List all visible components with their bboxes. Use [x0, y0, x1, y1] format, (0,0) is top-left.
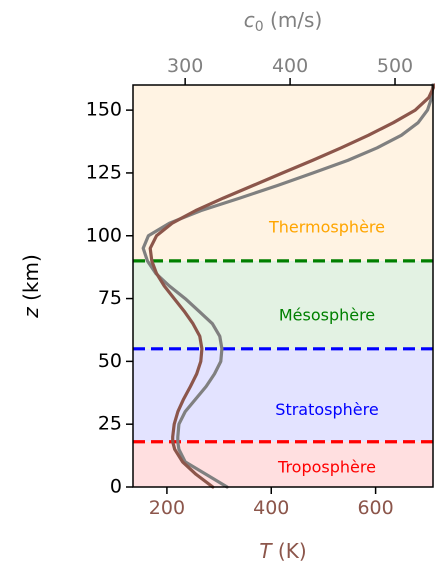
top-axis-unit: (m/s) [264, 8, 323, 32]
layer-label-1: Stratosphère [275, 400, 378, 419]
bottom-axis-unit: (K) [272, 539, 307, 563]
y-axis-title: z (km) [19, 254, 43, 319]
y-tick-label-1: 25 [98, 413, 122, 435]
layer-boundary-lines [133, 259, 433, 444]
top-tick-label-1: 400 [272, 55, 308, 77]
bottom-axis-variable: T [259, 539, 273, 563]
y-tick-label-0: 0 [110, 476, 122, 498]
y-axis-unit: (km) [19, 254, 43, 307]
top-axis-variable: c [244, 8, 255, 32]
top-axis-ticks: 300 400 500 [167, 55, 413, 85]
sound_speed-series-line [141, 83, 435, 489]
bottom-tick-label-0: 200 [149, 497, 185, 519]
bottom-tick-label-1: 400 [253, 497, 289, 519]
bottom-axis-title: T (K) [259, 539, 306, 563]
layer-label-2: Mésosphère [279, 306, 375, 325]
layer-label-3: Thermosphère [268, 218, 385, 237]
bottom-tick-label-2: 600 [357, 497, 393, 519]
top-axis-title: c0 (m/s) [244, 8, 323, 35]
top-axis-subscript: 0 [255, 19, 264, 35]
y-tick-label-4: 100 [86, 224, 122, 246]
top-tick-label-2: 500 [377, 55, 413, 77]
y-axis-ticks: 0 25 50 75 100 125 150 [86, 99, 133, 498]
top-tick-label-0: 300 [167, 55, 203, 77]
y-tick-label-3: 75 [98, 287, 122, 309]
layer-band-1 [133, 348, 433, 442]
profile-lines [141, 83, 435, 489]
atmosphere-layer-bands [133, 85, 433, 487]
layer-band-2 [133, 260, 433, 349]
y-tick-label-2: 50 [98, 350, 122, 372]
y-tick-label-5: 125 [86, 161, 122, 183]
y-axis-variable: z [19, 307, 43, 319]
layer-labels: Troposphère Stratosphère Mésosphère Thermos… [268, 218, 385, 477]
bottom-axis-ticks: 200 400 600 [149, 487, 394, 519]
temperature-series-line [148, 83, 435, 489]
layer-label-0: Troposphère [277, 458, 376, 477]
plot-frame [132, 84, 434, 488]
y-tick-label-6: 150 [86, 99, 122, 121]
